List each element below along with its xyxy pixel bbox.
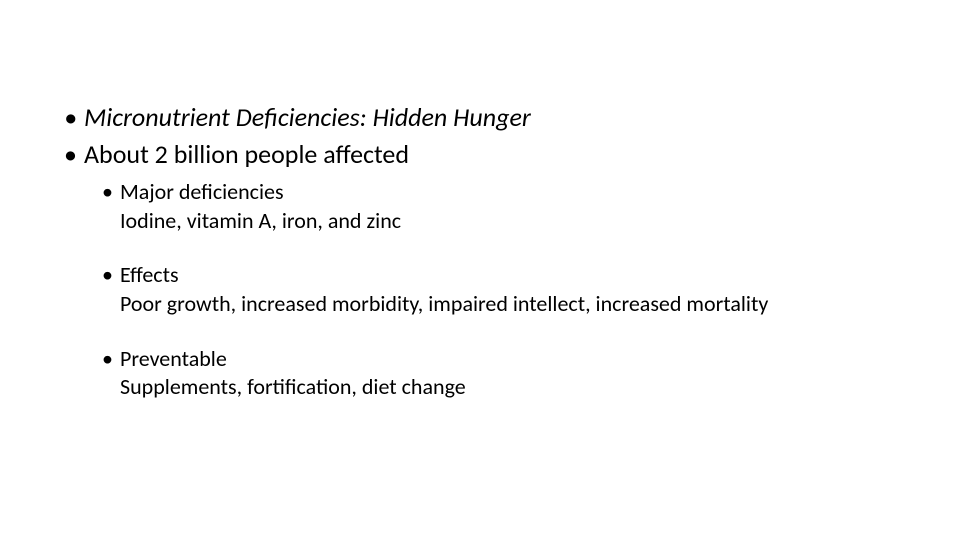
sub-item-major-deficiencies: Major deficiencies Iodine, vitamin A, ir… [120, 178, 900, 235]
sub-item-effects: Effects Poor growth, increased morbidity… [120, 261, 900, 318]
sub-item-head: Effects [120, 261, 900, 290]
bullet-heading-1: Micronutrient Deficiencies: Hidden Hunge… [84, 100, 900, 135]
sub-list: Major deficiencies Iodine, vitamin A, ir… [84, 178, 900, 402]
bullet-heading-1-text: Micronutrient Deficiencies: Hidden Hunge… [84, 101, 531, 133]
sub-item-head: Preventable [120, 345, 900, 374]
sub-item-head: Major deficiencies [120, 178, 900, 207]
sub-item-body: Iodine, vitamin A, iron, and zinc [120, 207, 900, 236]
bullet-heading-2-text: About 2 billion people affected [84, 138, 409, 170]
sub-item-body: Supplements, fortification, diet change [120, 373, 900, 402]
top-level-list: Micronutrient Deficiencies: Hidden Hunge… [60, 100, 900, 402]
sub-item-preventable: Preventable Supplements, fortification, … [120, 345, 900, 402]
bullet-heading-2: About 2 billion people affected Major de… [84, 137, 900, 402]
sub-item-body: Poor growth, increased morbidity, impair… [120, 290, 900, 319]
